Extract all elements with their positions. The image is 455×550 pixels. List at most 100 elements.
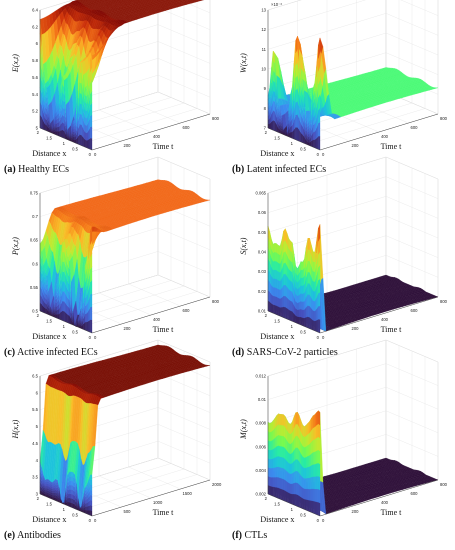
front-curtain xyxy=(90,114,93,128)
front-curtain xyxy=(79,134,82,146)
t-tick-label: 400 xyxy=(153,134,161,139)
z-tick-label: 7 xyxy=(264,126,267,131)
z-tick-label: 5.6 xyxy=(32,75,38,80)
z-tick-label: 13 xyxy=(261,8,266,13)
front-curtain xyxy=(62,129,65,139)
front-curtain xyxy=(90,138,93,151)
z-tick-label: 0.55 xyxy=(30,285,39,290)
front-curtain xyxy=(90,292,93,308)
front-curtain xyxy=(90,279,93,295)
panel-c: 0.75 0.7 0.65 0.6 0.55 0.5 2 1.5 1 0.5 0 0 200 400 600… xyxy=(0,156,227,366)
x-tick-label: 0 xyxy=(89,152,92,157)
front-curtain xyxy=(307,139,310,143)
front-curtain xyxy=(64,310,67,323)
front-curtain xyxy=(314,137,317,149)
front-curtain xyxy=(290,131,293,139)
front-curtain xyxy=(62,271,65,282)
t-axis-line xyxy=(319,113,439,151)
front-curtain xyxy=(79,113,82,126)
x-tick-label: 0.5 xyxy=(72,330,78,335)
front-curtain xyxy=(79,72,82,84)
front-curtain xyxy=(318,121,321,137)
front-curtain xyxy=(273,90,276,103)
t-tick-label: 0 xyxy=(94,152,97,157)
t-tick-label: 0 xyxy=(94,335,97,340)
caption-a: (a) Healthy ECs xyxy=(4,164,69,175)
front-curtain xyxy=(55,126,58,132)
front-curtain xyxy=(90,55,93,72)
front-curtain xyxy=(58,130,61,138)
surface xyxy=(39,179,211,334)
front-curtain xyxy=(55,309,58,315)
panel-d: 0.065 0.06 0.05 0.04 0.03 0.02 0.01 2 1.5 1 0.5 0 0 2… xyxy=(228,156,455,366)
front-curtain xyxy=(88,319,91,333)
t-axis-label: Time t xyxy=(153,142,175,151)
front-curtain xyxy=(84,321,87,332)
z-tick-label: 11 xyxy=(262,47,267,52)
front-curtain xyxy=(295,74,298,91)
x-tick-label: 1.5 xyxy=(46,136,52,141)
front-curtain xyxy=(295,88,298,103)
x-axis-label: Distance x xyxy=(260,149,294,158)
x-tick-label: 2 xyxy=(37,313,40,318)
front-curtain xyxy=(67,314,70,324)
front-curtain xyxy=(72,311,75,326)
x-tick-label: 1 xyxy=(63,324,66,329)
front-curtain xyxy=(86,139,89,149)
x-tick-label: 2 xyxy=(37,130,40,135)
caption-letter: (b) xyxy=(232,164,245,175)
t-tick-label: 200 xyxy=(124,326,132,331)
x-tick-label: 0.5 xyxy=(300,147,306,152)
front-curtain xyxy=(273,100,276,112)
z-tick-label: 0.75 xyxy=(30,191,39,196)
z-tick-label: 0.7 xyxy=(32,214,38,219)
z-tick-label: 5.8 xyxy=(32,58,38,63)
front-curtain xyxy=(62,291,65,302)
x-tick-label: 1.5 xyxy=(46,319,52,324)
front-curtain xyxy=(271,119,274,131)
front-curtain xyxy=(79,92,82,105)
front-curtain xyxy=(79,61,82,74)
front-curtain xyxy=(318,37,321,59)
axes: 0.750.70.650.60.550.521.510.50 0200400600… xyxy=(11,191,220,341)
t-tick-label: 400 xyxy=(381,134,389,139)
t-tick-label: 600 xyxy=(183,308,191,313)
z-tick-label: 6.4 xyxy=(32,8,38,13)
x-tick-label: 0 xyxy=(89,335,92,340)
front-curtain xyxy=(295,127,298,141)
front-curtain xyxy=(90,319,93,334)
front-curtain xyxy=(60,310,63,321)
front-curtain xyxy=(312,139,315,149)
x-axis-line xyxy=(39,310,93,334)
front-curtain xyxy=(62,300,65,312)
z-tick-label: 6.2 xyxy=(32,24,38,29)
z-tick-label: 10 xyxy=(261,67,266,72)
surface xyxy=(267,35,439,151)
t-tick-label: 600 xyxy=(411,125,419,130)
front-curtain xyxy=(72,136,75,141)
z-exponent: ×10⁻³ xyxy=(271,2,282,7)
front-curtain xyxy=(84,131,87,141)
t-tick-label: 200 xyxy=(124,143,132,148)
front-curtain xyxy=(79,103,82,115)
front-curtain xyxy=(86,320,89,332)
front-curtain xyxy=(318,107,321,124)
front-curtain xyxy=(62,251,65,263)
front-curtain xyxy=(57,126,60,132)
t-tick-label: 400 xyxy=(153,317,161,322)
t-tick-label: 0 xyxy=(322,152,325,157)
x-axis-line xyxy=(267,127,321,151)
front-curtain xyxy=(88,137,91,150)
caption-text: Latent infected ECs xyxy=(246,164,327,175)
x-tick-label: 1 xyxy=(291,141,294,146)
front-curtain xyxy=(84,116,87,127)
front-curtain xyxy=(90,126,93,139)
front-curtain xyxy=(60,129,63,138)
t-axis-line xyxy=(91,113,211,151)
gridline-z xyxy=(267,0,439,30)
z-tick-label: 0.65 xyxy=(30,238,39,243)
front-curtain xyxy=(62,281,65,292)
x-axis-line xyxy=(39,127,93,151)
